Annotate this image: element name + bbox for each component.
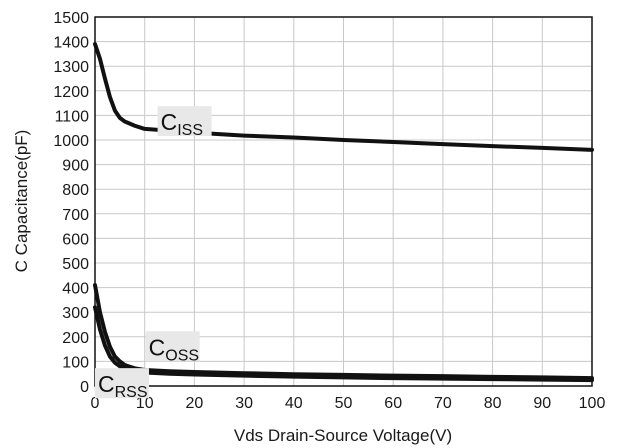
tick-labels: 0 10 20 30 40 50 60 70 80 90 100010020030040050060… [53, 10, 605, 412]
y-tick-label: 900 [62, 158, 89, 175]
series-label-ciss: CISS [161, 109, 203, 139]
grid-lines [94, 16, 593, 387]
y-tick-label: 1500 [53, 10, 89, 27]
x-tick-label: 90 [533, 395, 551, 412]
y-tick-label: 1000 [53, 133, 89, 150]
y-tick-label: 200 [62, 330, 89, 347]
x-axis-title: Vds Drain-Source Voltage(V) [234, 426, 452, 445]
x-tick-label: 60 [384, 395, 402, 412]
series-label-box-ciss [157, 106, 212, 137]
y-axis-title: C Capacitance(pF) [12, 130, 31, 273]
series-line-coss [93, 283, 594, 381]
x-tick-label: 10 [136, 395, 154, 412]
y-tick-label: 100 [62, 354, 89, 371]
x-tick-label: 70 [434, 395, 452, 412]
y-tick-label: 1200 [53, 84, 89, 101]
series-label-coss: COSS [149, 334, 199, 364]
y-tick-label: 1100 [55, 108, 90, 125]
x-tick-label: 50 [335, 395, 353, 412]
x-tick-label: 30 [235, 395, 253, 412]
series-line-crss [93, 305, 594, 383]
y-tick-label: 1300 [53, 59, 89, 76]
x-tick-label: 0 [91, 395, 100, 412]
x-tick-label: 80 [484, 395, 502, 412]
series-label-crss: CRSS [98, 371, 148, 401]
plot-frame [94, 16, 593, 387]
y-tick-label: 800 [62, 182, 89, 199]
x-tick-label: 20 [186, 395, 204, 412]
y-tick-label: 1400 [53, 35, 89, 52]
y-tick-label: 300 [62, 305, 89, 322]
y-tick-label: 400 [62, 281, 89, 298]
plot-border [94, 16, 593, 387]
x-tick-label: 100 [579, 395, 606, 412]
y-tick-label: 0 [80, 379, 89, 396]
y-tick-label: 700 [62, 207, 89, 224]
series-label-box-coss [145, 331, 200, 362]
y-tick-label: 500 [62, 256, 89, 273]
series-label-box-crss [94, 368, 149, 399]
x-tick-label: 40 [285, 395, 303, 412]
y-tick-label: 600 [62, 231, 89, 248]
